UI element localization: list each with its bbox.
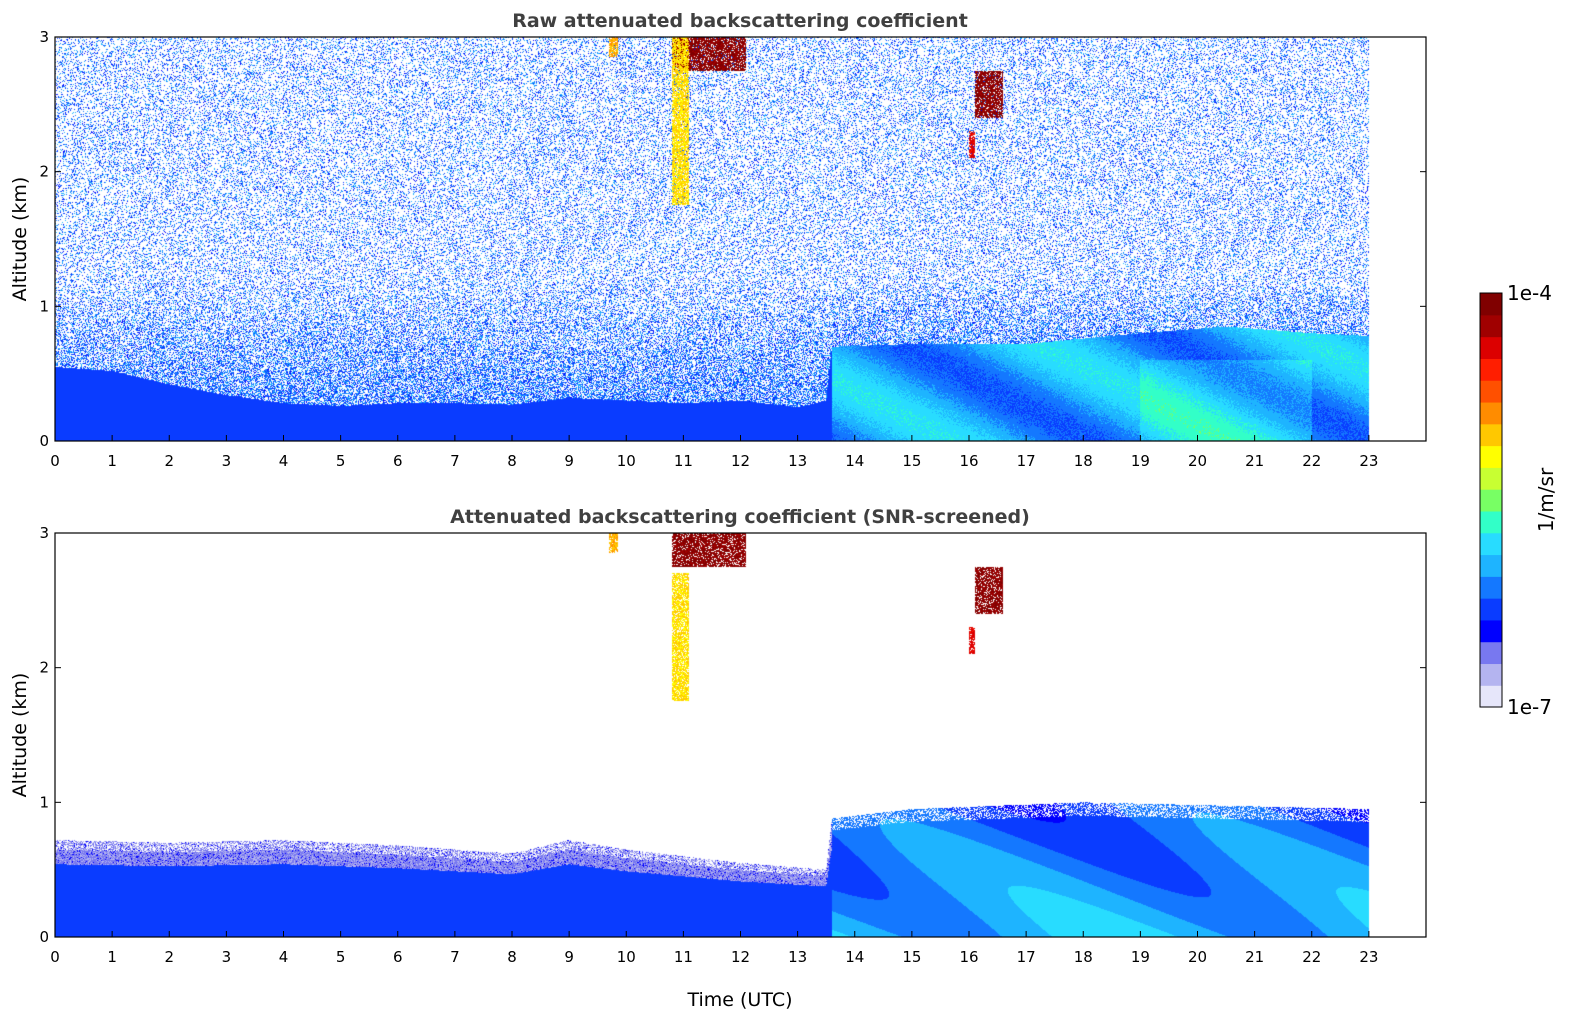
x-tick-label: 16 (959, 948, 978, 966)
x-tick-label: 3 (222, 452, 232, 470)
x-tick-label: 14 (845, 452, 864, 470)
x-tick-label: 7 (450, 452, 460, 470)
colorbar-swatch (1480, 489, 1502, 512)
colorbar-min-label: 1e-7 (1507, 695, 1552, 719)
x-axis-label: Time (UTC) (686, 989, 792, 1011)
x-tick-label: 11 (674, 948, 693, 966)
y-tick-label: 2 (39, 659, 49, 677)
x-ticks-raw: 0 1 2 3 4 5 6 7 8 9 10 11 12 13 14 15 16 17 18 19 20 21 22 23 (50, 435, 1378, 470)
x-tick-label: 2 (164, 452, 174, 470)
x-tick-label: 0 (50, 948, 60, 966)
x-tick-label: 16 (959, 452, 978, 470)
x-tick-label: 23 (1359, 452, 1378, 470)
y-tick-label: 2 (39, 163, 49, 181)
y-tick-label: 0 (39, 432, 49, 450)
y-ticks-screened: 0 1 2 3 (39, 524, 1426, 946)
panel-title-raw: Raw attenuated backscattering coefficien… (512, 10, 968, 32)
x-tick-label: 4 (279, 452, 289, 470)
x-tick-label: 6 (393, 948, 403, 966)
x-tick-label: 11 (674, 452, 693, 470)
x-tick-label: 23 (1359, 948, 1378, 966)
colorbar-swatch (1480, 467, 1502, 490)
x-tick-label: 2 (164, 948, 174, 966)
y-tick-label: 1 (39, 793, 49, 811)
colorbar-swatch (1480, 380, 1502, 403)
x-tick-label: 15 (902, 948, 921, 966)
colorbar-swatch (1480, 532, 1502, 556)
colorbar-swatch (1480, 576, 1502, 599)
colorbar-swatch (1480, 445, 1502, 468)
x-tick-label: 7 (450, 948, 460, 966)
x-tick-label: 4 (279, 948, 289, 966)
x-tick-label: 21 (1245, 948, 1264, 966)
y-tick-label: 3 (39, 524, 49, 542)
raw-heatmap (55, 37, 1426, 441)
x-tick-label: 13 (788, 948, 807, 966)
x-tick-label: 20 (1188, 948, 1207, 966)
y-axis-label-raw: Altitude (km) (9, 177, 31, 302)
screened-heatmap (55, 533, 1426, 937)
panel-title-screened: Attenuated backscattering coefficient (S… (450, 506, 1030, 528)
y-ticks-raw: 0 1 2 3 (39, 28, 1426, 450)
colorbar-swatch (1480, 685, 1502, 708)
x-tick-label: 3 (222, 948, 232, 966)
y-axis-label-screened: Altitude (km) (9, 673, 31, 798)
colorbar-swatch (1480, 423, 1502, 447)
x-tick-label: 8 (507, 452, 517, 470)
colorbar-frame (1479, 292, 1503, 708)
colorbar-swatch (1480, 598, 1502, 621)
colorbar-swatches (1480, 293, 1502, 708)
x-tick-label: 19 (1131, 452, 1150, 470)
colorbar-swatch (1480, 401, 1502, 425)
x-tick-label: 9 (564, 452, 574, 470)
x-tick-label: 19 (1131, 948, 1150, 966)
x-tick-label: 5 (336, 948, 346, 966)
colorbar-max-label: 1e-4 (1507, 281, 1552, 305)
x-ticks-screened: 0 1 2 3 4 5 6 7 8 9 10 11 12 13 14 15 16 17 18 19 20 21 22 23 (50, 931, 1378, 966)
x-tick-label: 0 (50, 452, 60, 470)
x-tick-label: 5 (336, 452, 346, 470)
colorbar-swatch (1480, 554, 1502, 577)
colorbar-swatch (1480, 510, 1502, 534)
raw-backscatter-panel: Raw attenuated backscattering coefficien… (9, 10, 1427, 470)
x-tick-label: 1 (107, 948, 117, 966)
x-tick-label: 13 (788, 452, 807, 470)
x-tick-label: 20 (1188, 452, 1207, 470)
x-tick-label: 22 (1302, 948, 1321, 966)
x-tick-label: 14 (845, 948, 864, 966)
colorbar-swatch (1480, 663, 1502, 686)
x-tick-label: 8 (507, 948, 517, 966)
colorbar-unit-label: 1/m/sr (1534, 467, 1558, 532)
x-tick-label: 6 (393, 452, 403, 470)
x-tick-label: 17 (1017, 452, 1036, 470)
y-tick-label: 1 (39, 297, 49, 315)
x-tick-label: 10 (617, 452, 636, 470)
colorbar-swatch (1480, 293, 1502, 316)
colorbar-swatch (1480, 358, 1502, 381)
screened-backscatter-panel: Attenuated backscattering coefficient (S… (9, 506, 1427, 1011)
x-tick-label: 18 (1074, 948, 1093, 966)
x-tick-label: 15 (902, 452, 921, 470)
x-tick-label: 10 (617, 948, 636, 966)
colorbar-swatch (1480, 336, 1502, 359)
x-tick-label: 12 (731, 948, 750, 966)
x-tick-label: 18 (1074, 452, 1093, 470)
colorbar-swatch (1480, 619, 1502, 643)
colorbar-swatch (1480, 641, 1502, 665)
y-tick-label: 3 (39, 28, 49, 46)
x-tick-label: 1 (107, 452, 117, 470)
colorbar: 1e-4 1e-7 1/m/sr (1479, 281, 1558, 719)
y-tick-label: 0 (39, 928, 49, 946)
x-tick-label: 9 (564, 948, 574, 966)
x-tick-label: 22 (1302, 452, 1321, 470)
x-tick-label: 12 (731, 452, 750, 470)
colorbar-swatch (1480, 314, 1502, 338)
x-tick-label: 21 (1245, 452, 1264, 470)
x-tick-label: 17 (1017, 948, 1036, 966)
